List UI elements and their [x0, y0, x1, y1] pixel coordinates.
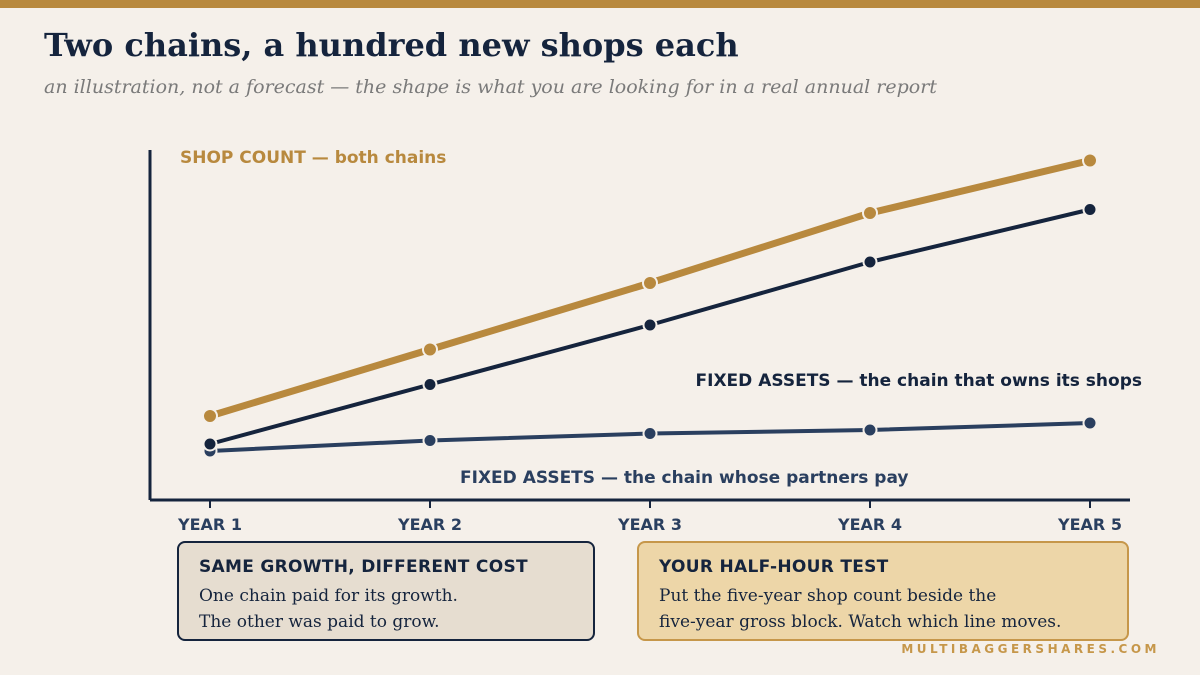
card-title: SAME GROWTH, DIFFERENT COST [199, 557, 528, 577]
card-title: YOUR HALF-HOUR TEST [659, 557, 889, 577]
page-subtitle: an illustration, not a forecast — the sh… [44, 76, 937, 98]
x-tick-label: YEAR 3 [617, 515, 682, 534]
data-point-0-3 [862, 205, 878, 221]
footer-brand: MULTIBAGGERSHARES.COM [901, 642, 1160, 656]
top-accent-bar [0, 0, 1200, 8]
data-point-2-1 [422, 433, 438, 448]
card-text-line: One chain paid for its growth. [199, 586, 458, 606]
x-tick-label: YEAR 2 [397, 515, 462, 534]
x-tick-label: YEAR 1 [177, 515, 242, 534]
data-point-1-1 [422, 377, 438, 392]
data-point-2-2 [642, 426, 658, 441]
data-point-2-3 [862, 422, 878, 438]
card-text-line: Put the five-year shop count beside the [659, 586, 997, 606]
series-label-shop-count: SHOP COUNT — both chains [180, 148, 446, 168]
data-point-1-0 [202, 436, 218, 452]
page-title: Two chains, a hundred new shops each [44, 26, 739, 64]
data-point-2-4 [1082, 415, 1098, 431]
card-text-line: The other was paid to grow. [199, 612, 440, 632]
data-point-0-2 [642, 275, 658, 291]
x-tick-label: YEAR 5 [1057, 515, 1122, 534]
data-point-1-3 [862, 254, 878, 270]
series-label-partner-assets: FIXED ASSETS — the chain whose partners … [460, 468, 909, 488]
card-half-hour-test: YOUR HALF-HOUR TEST Put the five-year sh… [637, 541, 1129, 641]
data-point-1-2 [642, 317, 658, 333]
card-text-line: five-year gross block. Watch which line … [659, 612, 1062, 632]
line-chart: YEAR 1 YEAR 2 YEAR 3 YEAR 4 YEAR 5 SHOP COUN… [148, 148, 1142, 534]
data-point-0-1 [422, 341, 438, 358]
series-label-owned-assets: FIXED ASSETS — the chain that owns its s… [696, 371, 1142, 391]
data-point-1-4 [1082, 202, 1098, 217]
x-tick-label: YEAR 4 [837, 515, 902, 534]
data-point-0-4 [1082, 152, 1098, 169]
data-point-0-0 [202, 408, 218, 424]
card-same-growth: SAME GROWTH, DIFFERENT COST One chain pa… [177, 541, 595, 641]
